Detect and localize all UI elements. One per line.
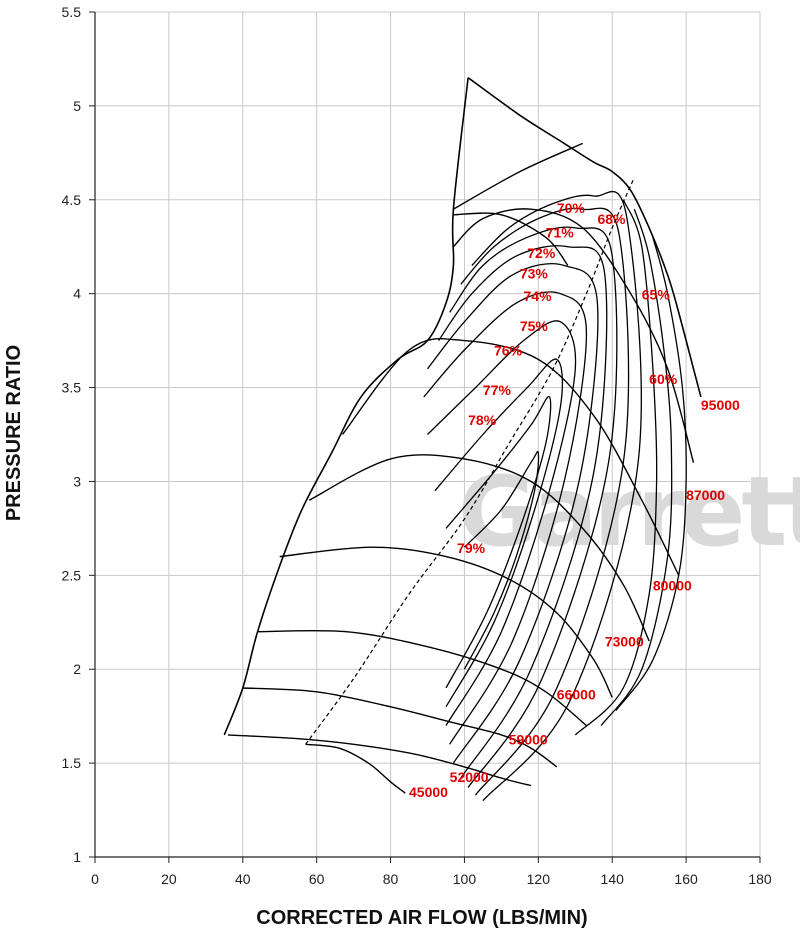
speed-line-87000	[341, 338, 680, 576]
efficiency-line-77pct	[434, 358, 564, 708]
y-axis-title: PRESSURE RATIO	[3, 345, 25, 521]
y-tick-label: 3	[73, 473, 81, 489]
watermark: Garrett	[458, 456, 800, 568]
efficiency-label-77pct: 77%	[483, 382, 512, 398]
efficiency-line-68pct	[574, 199, 658, 736]
efficiency-label-78pct: 78%	[468, 412, 497, 428]
y-tick-label: 1.5	[62, 755, 82, 771]
efficiency-label-73pct: 73%	[520, 266, 549, 282]
y-tick-label: 2	[73, 661, 81, 677]
x-tick-label: 0	[91, 871, 99, 887]
x-tick-label: 80	[383, 871, 399, 887]
y-tick-label: 4.5	[62, 192, 82, 208]
efficiency-line-65pct	[600, 209, 673, 726]
speed-label-80000: 80000	[653, 577, 692, 593]
x-axis-title: CORRECTED AIR FLOW (LBS/MIN)	[256, 907, 587, 929]
speed-label-59000: 59000	[509, 731, 548, 747]
speed-label-73000: 73000	[605, 634, 644, 650]
efficiency-line-76pct	[427, 320, 577, 726]
speed-line-80000	[308, 454, 650, 642]
x-tick-label: 120	[527, 871, 551, 887]
speed-line-66000	[257, 629, 587, 727]
efficiency-line-73pct	[438, 245, 608, 779]
efficiency-label-74pct: 74%	[524, 288, 553, 304]
x-tick-label: 160	[674, 871, 698, 887]
efficiency-line-60pct	[615, 237, 687, 711]
speed-line-73000	[279, 546, 613, 698]
speed-label-45000: 45000	[409, 784, 448, 800]
speed-line-95000	[452, 208, 695, 463]
efficiency-line-75pct	[423, 291, 588, 745]
speed-label-66000: 66000	[557, 686, 596, 702]
y-tick-label: 4	[73, 286, 81, 302]
efficiency-label-65pct: 65%	[642, 286, 671, 302]
speed-label-52000: 52000	[450, 769, 489, 785]
speed-line-top	[453, 212, 569, 266]
efficiency-label-60pct: 60%	[649, 371, 678, 387]
x-tick-label: 20	[161, 871, 177, 887]
y-tick-label: 3.5	[62, 380, 82, 396]
y-tick-label: 5	[73, 98, 81, 114]
efficiency-label-68pct: 68%	[597, 211, 626, 227]
speed-line-45000	[305, 743, 406, 794]
x-tick-label: 40	[235, 871, 251, 887]
efficiency-line-71pct	[460, 207, 630, 796]
efficiency-label-72pct: 72%	[527, 245, 556, 261]
efficiency-label-75pct: 75%	[520, 318, 549, 334]
x-tick-label: 180	[748, 871, 772, 887]
choke-line	[467, 77, 702, 398]
efficiency-label-79pct: 79%	[457, 540, 486, 556]
efficiency-line-79pct	[463, 450, 540, 670]
y-tick-label: 2.5	[62, 567, 82, 583]
efficiency-label-71pct: 71%	[546, 224, 575, 240]
max-efficiency-line	[305, 176, 635, 745]
efficiency-label-70pct: 70%	[557, 200, 586, 216]
speed-label-95000: 95000	[701, 397, 740, 413]
speed-label-87000: 87000	[686, 487, 725, 503]
speed-line-top	[453, 142, 583, 210]
map-lines	[223, 77, 702, 802]
efficiency-label-76pct: 76%	[494, 343, 523, 359]
efficiency-line-70pct	[471, 190, 642, 802]
axes: 0 20 40 60 80 100 120 140 160 180 1 1.5 2 2.5 3 3.5 4 4.5…	[62, 4, 772, 887]
efficiency-line-74pct	[426, 263, 599, 764]
speed-line-52000	[227, 734, 532, 787]
surge-line	[223, 77, 469, 736]
y-tick-label: 1	[73, 849, 81, 865]
efficiency-line-72pct	[449, 226, 618, 788]
x-tick-label: 60	[309, 871, 325, 887]
x-tick-label: 100	[453, 871, 477, 887]
x-tick-label: 140	[601, 871, 625, 887]
garrett-watermark: Garrett	[458, 456, 800, 568]
speed-line-59000	[242, 687, 558, 768]
y-tick-label: 5.5	[62, 4, 82, 20]
